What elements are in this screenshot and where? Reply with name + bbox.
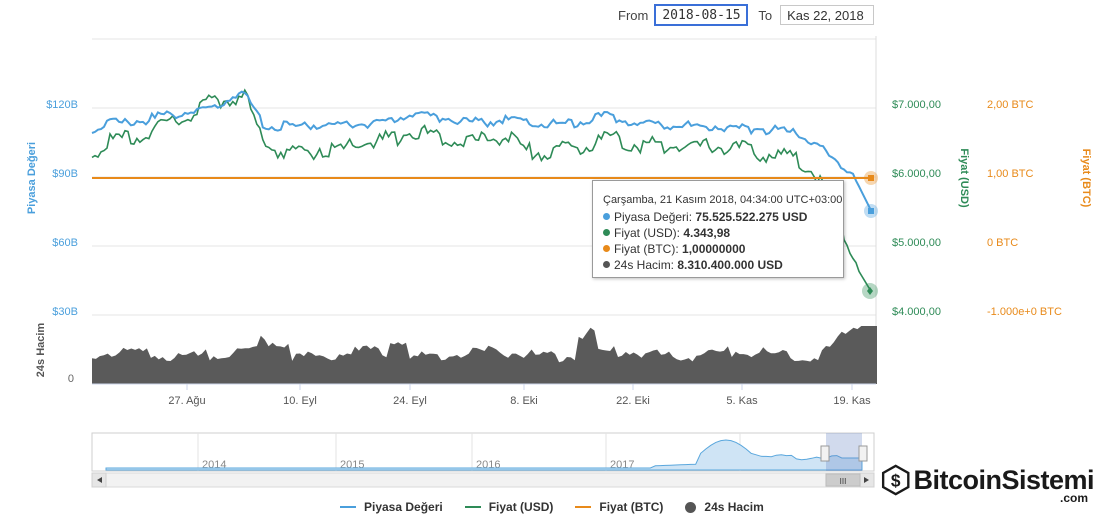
- btc-dot-icon: [603, 245, 610, 253]
- usd-dot-icon: [603, 229, 610, 237]
- tooltip-label: Piyasa Değeri:: [614, 210, 693, 224]
- x-tick-label: 19. Kas: [833, 395, 871, 407]
- x-tick-label: 22. Eki: [616, 395, 650, 407]
- navigator-selection[interactable]: [826, 433, 862, 471]
- x-axis-ticks: 27. Ağu 10. Eyl 24. Eyl 8. Eki 22. Eki 5. Kas…: [168, 384, 871, 407]
- legend-circle-icon: [685, 501, 697, 513]
- legend-item-volume[interactable]: 24s Hacim: [685, 500, 764, 514]
- tooltip-value: 8.310.400.000 USD: [677, 258, 783, 272]
- navigator-left-handle[interactable]: [820, 445, 830, 462]
- usd-tick: $5.000,00: [892, 237, 941, 249]
- tooltip-value: 75.525.522.275 USD: [695, 210, 808, 224]
- from-date-input[interactable]: [654, 4, 749, 26]
- to-label: To: [758, 7, 773, 23]
- legend-line-icon: [464, 506, 481, 508]
- btc-tick: 2,00 BTC: [987, 99, 1034, 111]
- scroll-right-icon: [864, 477, 869, 483]
- market-cap-tick: $120B: [46, 99, 78, 111]
- market-cap-tick: $60B: [52, 237, 78, 249]
- tooltip-label: Fiyat (USD):: [614, 226, 680, 240]
- btc-tick: 1,00 BTC: [987, 168, 1034, 180]
- btc-axis-title: Fiyat (BTC): [1080, 149, 1092, 208]
- market-cap-tick: $30B: [52, 306, 78, 318]
- tooltip-title: Çarşamba, 21 Kasım 2018, 04:34:00 UTC+03…: [603, 194, 843, 206]
- bitcoin-logo-icon: $: [881, 464, 910, 496]
- scrollbar-track[interactable]: [91, 472, 875, 488]
- usd-tick: $7.000,00: [892, 99, 941, 111]
- logo-wordmark: BitcoinSistemi: [913, 464, 1094, 495]
- x-tick-label: 8. Eki: [510, 395, 538, 407]
- x-tick-label: 24. Eyl: [393, 395, 427, 407]
- usd-tick: $4.000,00: [892, 306, 941, 318]
- tooltip-row: Piyasa Değeri: 75.525.522.275 USD: [603, 210, 807, 224]
- legend-item-price-usd[interactable]: Fiyat (USD): [464, 500, 554, 514]
- btc-tick: 0 BTC: [987, 237, 1018, 249]
- tooltip-row: Fiyat (USD): 4.343,98: [603, 226, 730, 240]
- chart-tooltip: Çarşamba, 21 Kasım 2018, 04:34:00 UTC+03…: [592, 180, 844, 278]
- x-tick-label: 10. Eyl: [283, 395, 317, 407]
- navigator-series: [105, 439, 863, 471]
- market-cap-line: [91, 90, 872, 211]
- usd-hover-point: [867, 287, 873, 295]
- legend-line-icon: [575, 506, 592, 508]
- legend-item-price-btc[interactable]: Fiyat (BTC): [575, 500, 663, 514]
- btc-tick: -1.000e+0 BTC: [987, 306, 1062, 318]
- legend-label: 24s Hacim: [704, 500, 764, 514]
- tooltip-row: Fiyat (BTC): 1,00000000: [603, 242, 745, 256]
- tooltip-value: 4.343,98: [683, 226, 731, 240]
- chart-legend: Piyasa Değeri Fiyat (USD) Fiyat (BTC) 24…: [340, 500, 786, 514]
- volume-axis-title: 24s Hacim: [35, 323, 47, 378]
- legend-line-icon: [340, 506, 356, 508]
- tooltip-label: 24s Hacim:: [614, 258, 675, 272]
- market-cap-tick: $90B: [52, 168, 78, 180]
- x-tick-label: 5. Kas: [726, 395, 758, 407]
- from-label: From: [618, 7, 649, 23]
- scrollbar-thumb[interactable]: [825, 473, 861, 487]
- navigator-right-handle[interactable]: [858, 445, 868, 462]
- logo-suffix: .com: [1059, 491, 1088, 505]
- tooltip-label: Fiyat (BTC):: [614, 242, 679, 256]
- legend-label: Piyasa Değeri: [364, 500, 443, 514]
- date-range-selector: From To: [618, 4, 875, 26]
- legend-label: Fiyat (USD): [488, 500, 554, 514]
- legend-item-market-cap[interactable]: Piyasa Değeri: [340, 500, 443, 514]
- site-logo: $ BitcoinSistemi .com: [880, 458, 1094, 505]
- x-tick-label: 27. Ağu: [168, 395, 205, 407]
- scroll-left-icon: [97, 477, 102, 483]
- market-cap-dot-icon: [603, 213, 610, 221]
- volume-area: [92, 326, 877, 384]
- market-cap-hover-point: [868, 208, 874, 214]
- to-date-input[interactable]: [780, 5, 875, 25]
- svg-text:$: $: [891, 470, 901, 490]
- usd-axis-title: Fiyat (USD): [958, 148, 970, 208]
- tooltip-value: 1,00000000: [682, 242, 746, 256]
- tooltip-row: 24s Hacim: 8.310.400.000 USD: [603, 258, 783, 272]
- btc-hover-point: [868, 175, 874, 181]
- scrollbar-grip: III: [840, 477, 847, 486]
- volume-tick: 0: [68, 373, 74, 385]
- usd-tick: $6.000,00: [892, 168, 941, 180]
- volume-dot-icon: [603, 261, 610, 269]
- market-cap-axis-title: Piyasa Değeri: [26, 142, 38, 214]
- legend-label: Fiyat (BTC): [599, 500, 664, 514]
